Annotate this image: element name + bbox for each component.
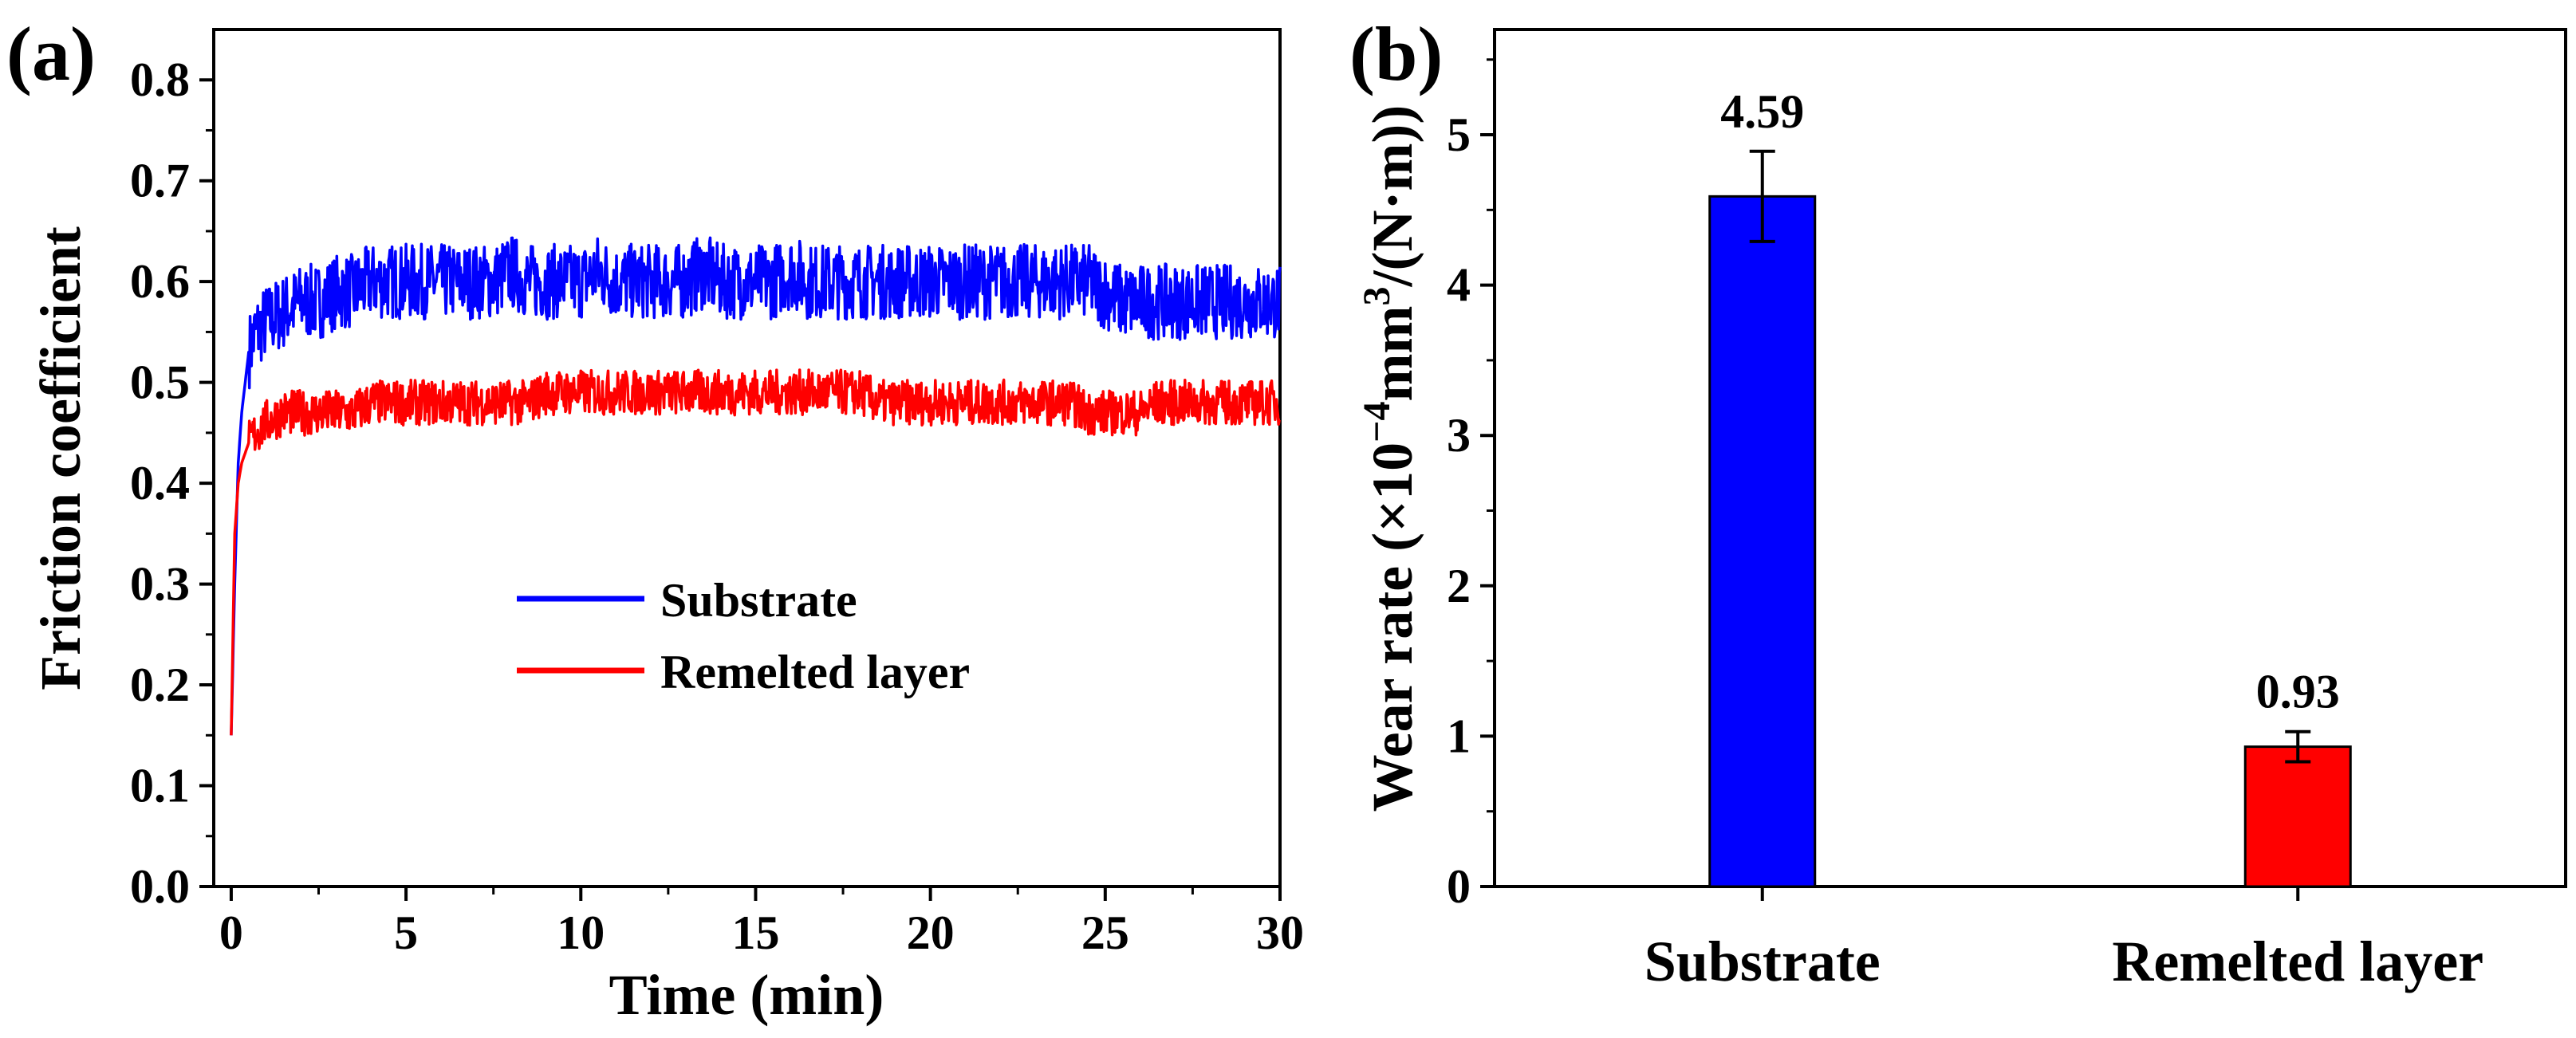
y-tick-label-a: 0.5 xyxy=(130,356,190,409)
chart-a-y-axis: 0.0 0.1 0.2 0.3 0.4 0.5 0.6 0.7 0.8 xyxy=(130,53,214,913)
y-title-suffix: /(N·m)) xyxy=(1361,105,1424,288)
legend-label-remelted: Remelted layer xyxy=(660,646,970,698)
chart-b-y-title: Wear rate (×10−4mm3/(N·m)) xyxy=(1356,105,1424,812)
y-tick-label-a: 0.7 xyxy=(130,155,190,207)
x-tick-label-a: 10 xyxy=(557,906,605,959)
bar-substrate xyxy=(1708,195,1817,888)
value-label-substrate: 4.59 xyxy=(1720,85,1804,138)
chart-b-bars: 4.59 Substrate 0.93 Remelted layer xyxy=(1644,85,2483,993)
wear-rate-chart: 0 1 2 3 4 5 4.59 Substrate 0.93 Remelted layer W… xyxy=(1356,28,2567,993)
y-tick-label-b: 5 xyxy=(1447,108,1471,161)
chart-a-x-axis: 0 5 10 15 20 25 30 xyxy=(219,887,1304,959)
series-line-remelted xyxy=(230,368,1281,736)
x-tick-label-a: 20 xyxy=(907,906,955,959)
y-title-mid: mm xyxy=(1361,306,1424,402)
y-tick-label-a: 0.6 xyxy=(130,255,190,308)
x-tick-label-a: 15 xyxy=(731,906,779,959)
category-label-substrate: Substrate xyxy=(1644,930,1881,993)
y-tick-label-b: 4 xyxy=(1447,259,1471,312)
chart-b-frame xyxy=(1493,28,2567,888)
category-label-remelted: Remelted layer xyxy=(2112,930,2483,993)
y-tick-label-b: 2 xyxy=(1447,560,1471,612)
chart-a-series xyxy=(230,236,1282,736)
friction-chart: 0.0 0.1 0.2 0.3 0.4 0.5 0.6 0.7 0.8 0 5 10 15 20 25 30… xyxy=(29,28,1304,1027)
y-title-exp1: −4 xyxy=(1356,401,1398,442)
panel-label-a: (a) xyxy=(6,11,96,96)
y-tick-label-b: 0 xyxy=(1447,860,1471,913)
y-title-exp2: 3 xyxy=(1356,287,1398,306)
y-tick-label-a: 0.4 xyxy=(130,457,190,509)
x-tick-label-a: 25 xyxy=(1081,906,1129,959)
legend-label-substrate: Substrate xyxy=(660,574,857,627)
x-tick-label-a: 5 xyxy=(394,906,418,959)
y-tick-label-a: 0.8 xyxy=(130,53,190,106)
y-tick-label-a: 0.0 xyxy=(130,860,190,913)
value-label-remelted: 0.93 xyxy=(2256,666,2340,718)
x-tick-label-a: 30 xyxy=(1256,906,1304,959)
y-tick-label-a: 0.1 xyxy=(130,760,190,812)
y-tick-label-b: 3 xyxy=(1447,409,1471,462)
chart-a-x-title: Time (min) xyxy=(609,963,884,1027)
panel-label-b: (b) xyxy=(1349,11,1443,96)
chart-a-y-title: Friction coefficient xyxy=(29,226,93,690)
y-tick-label-a: 0.2 xyxy=(130,659,190,711)
series-line-substrate xyxy=(230,236,1282,736)
bar-remelted xyxy=(2243,745,2352,888)
chart-a-frame xyxy=(212,28,1282,888)
x-tick-label-a: 0 xyxy=(219,906,243,959)
y-tick-label-b: 1 xyxy=(1447,710,1471,762)
y-title-prefix: Wear rate (×10 xyxy=(1361,442,1424,812)
y-tick-label-a: 0.3 xyxy=(130,558,190,611)
chart-b-y-axis: 0 1 2 3 4 5 xyxy=(1447,58,1495,913)
chart-a-legend: Substrate Remelted layer xyxy=(517,574,970,698)
